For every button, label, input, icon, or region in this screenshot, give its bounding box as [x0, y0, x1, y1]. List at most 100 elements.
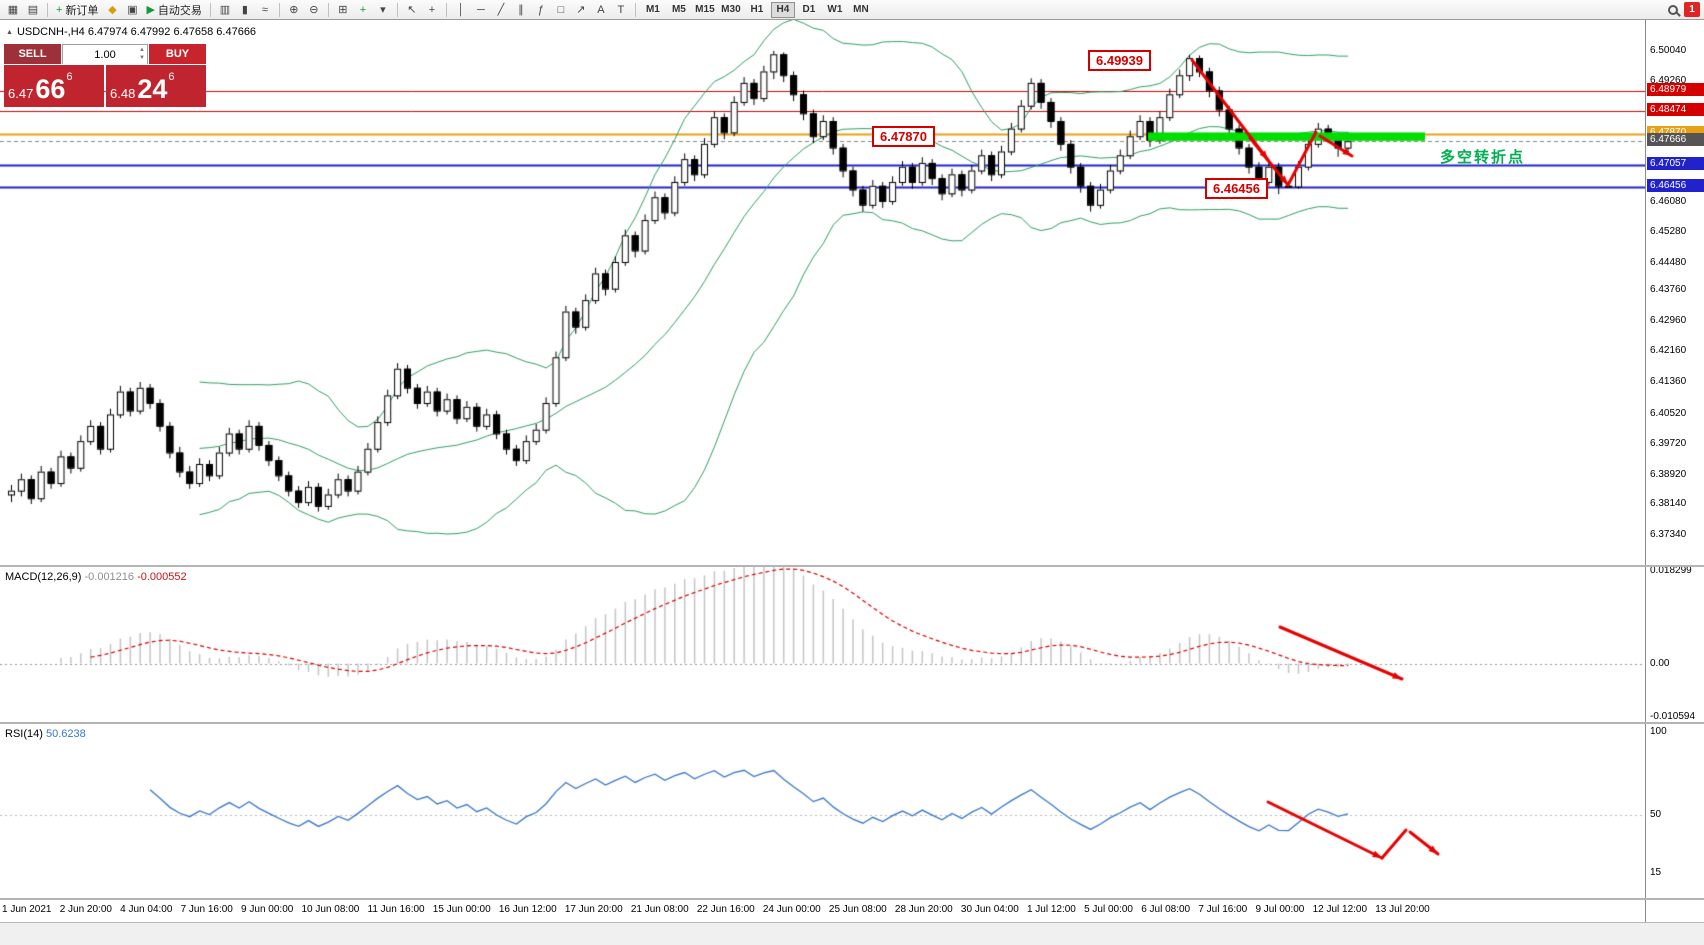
price-tag: 6.47057	[1647, 156, 1704, 170]
horizontal-line-tool-icon[interactable]: ─	[477, 3, 485, 16]
time-label: 13 Jul 20:00	[1375, 904, 1430, 915]
fibonacci-tool-icon[interactable]: ƒ	[537, 3, 544, 16]
price-tag: 6.46456	[1647, 179, 1704, 193]
time-label: 28 Jun 20:00	[894, 904, 953, 915]
time-label: 22 Jun 16:00	[696, 904, 755, 915]
autotrading-label: 自动交易	[157, 4, 202, 17]
tf-m1[interactable]: M1	[645, 4, 660, 15]
shapes-tool-icon[interactable]: □	[557, 3, 565, 16]
price-chart-canvas[interactable]	[0, 20, 1645, 565]
toolbar-separator	[396, 2, 398, 17]
time-label: 24 Jun 00:00	[762, 904, 821, 915]
toolbar-separator	[634, 2, 636, 17]
pane-separator[interactable]	[0, 722, 1704, 724]
cursor-icon[interactable]: ↖	[407, 4, 417, 16]
annotation-mid-price[interactable]: 6.47870	[872, 126, 935, 147]
price-axis[interactable]: 6.50040 6.49260 6.46080 6.45280 6.44480 6.437…	[1645, 20, 1704, 922]
sell-price-sup: 6	[66, 71, 73, 83]
volume-input[interactable]	[63, 46, 147, 64]
pane-separator[interactable]	[0, 565, 1704, 567]
tf-d1[interactable]: D1	[802, 4, 816, 15]
time-label: 7 Jun 16:00	[180, 904, 233, 915]
new-chart-icon[interactable]: ▦	[7, 4, 19, 16]
time-label: 4 Jun 04:00	[120, 904, 173, 915]
price-axis-label: 6.41360	[1650, 375, 1687, 387]
price-axis-label: 6.38140	[1650, 498, 1687, 510]
new-order-button[interactable]: + 新订单	[53, 1, 101, 18]
label-tool-icon[interactable]: T	[617, 3, 625, 16]
toolbar-separator	[209, 2, 211, 17]
line-chart-icon[interactable]: ≈	[261, 3, 268, 16]
tf-m5[interactable]: M5	[671, 4, 686, 15]
autotrading-button[interactable]: ▶ 自动交易	[143, 1, 204, 18]
bar-chart-icon[interactable]: ▥	[219, 4, 231, 16]
rsi-value: 50.6238	[45, 728, 86, 740]
tf-w1[interactable]: W1	[827, 4, 843, 15]
time-label: 16 Jun 12:00	[498, 904, 557, 915]
tf-m30[interactable]: M30	[721, 4, 741, 15]
new-order-icon: +	[56, 3, 63, 16]
price-tag: 6.47666	[1647, 133, 1704, 147]
tf-h1[interactable]: H1	[750, 4, 764, 15]
price-axis-label: 6.45280	[1650, 226, 1687, 238]
autotrading-icon: ▶	[146, 4, 155, 16]
collapse-one-click-icon[interactable]: ▲	[6, 28, 13, 36]
metaeditor-icon[interactable]: ◆	[108, 4, 117, 16]
time-label: 17 Jun 20:00	[564, 904, 623, 915]
time-label: 10 Jun 08:00	[301, 904, 360, 915]
chart-area: 6.50040 6.49260 6.46080 6.45280 6.44480 6.437…	[0, 20, 1704, 945]
time-label: 12 Jul 12:00	[1312, 904, 1368, 915]
price-tag: 6.48979	[1647, 83, 1704, 97]
new-order-label: 新订单	[65, 4, 99, 17]
time-label: 30 Jun 04:00	[960, 904, 1019, 915]
price-axis-label: 6.42960	[1650, 314, 1687, 326]
channel-tool-icon[interactable]: ∥	[518, 4, 524, 16]
text-tool-icon[interactable]: A	[597, 3, 605, 16]
buy-price-box[interactable]: 6.48 24 6	[106, 65, 206, 107]
rsi-chart-canvas[interactable]	[0, 724, 1645, 898]
tf-m15[interactable]: M15	[695, 4, 715, 15]
volume-stepper[interactable]: ▲ ▼	[62, 44, 148, 64]
notification-badge[interactable]: 1	[1684, 2, 1700, 17]
sell-price-box[interactable]: 6.47 66 6	[4, 65, 104, 107]
pane-separator[interactable]	[0, 898, 1704, 900]
symbol-ohlc-text: USDCNH-,H4 6.47974 6.47992 6.47658 6.476…	[16, 26, 257, 38]
macd-title: MACD(12,26,9) -0.001216 -0.000552	[5, 571, 187, 583]
periods-dropdown-icon[interactable]: ▾	[380, 4, 386, 16]
annotation-peak-price[interactable]: 6.49939	[1088, 50, 1151, 71]
volume-up-icon[interactable]: ▲	[139, 47, 145, 53]
macd-name: MACD(12,26,9)	[5, 571, 82, 583]
zoom-in-icon[interactable]: ⊕	[289, 4, 299, 16]
arrows-tool-icon[interactable]: ↗	[576, 4, 586, 16]
terminal-icon[interactable]: ▣	[127, 4, 138, 16]
toolbar-separator	[278, 2, 280, 17]
time-axis[interactable]: 1 Jun 2021 2 Jun 20:00 4 Jun 04:00 7 Jun…	[0, 900, 1645, 922]
search-icon[interactable]	[1668, 4, 1678, 15]
zoom-out-icon[interactable]: ⊖	[309, 4, 319, 16]
tf-h4[interactable]: H4	[770, 1, 795, 18]
profiles-icon[interactable]: ▤	[27, 4, 39, 16]
crosshair-icon[interactable]: +	[428, 3, 436, 16]
rsi-axis-label: 15	[1650, 867, 1662, 879]
sell-button[interactable]: SELL	[4, 44, 61, 64]
price-tag: 6.48474	[1647, 102, 1704, 116]
tf-mn[interactable]: MN	[853, 4, 869, 15]
annotation-turning-point-text[interactable]: 多空转折点	[1440, 149, 1526, 166]
macd-chart-canvas[interactable]	[0, 567, 1645, 722]
candlestick-chart-icon[interactable]: ▮	[241, 4, 248, 16]
time-label: 1 Jul 12:00	[1026, 904, 1076, 915]
price-axis-label: 6.43760	[1650, 284, 1687, 296]
price-axis-label: 6.39720	[1650, 438, 1687, 450]
volume-down-icon[interactable]: ▼	[139, 55, 145, 61]
indicators-icon[interactable]: +	[359, 3, 367, 16]
tile-windows-icon[interactable]: ⊞	[338, 4, 348, 16]
annotation-low-price[interactable]: 6.46456	[1205, 178, 1268, 199]
window-bottom-strip	[0, 922, 1704, 945]
buy-button[interactable]: BUY	[149, 44, 206, 64]
time-label: 11 Jun 16:00	[367, 904, 425, 915]
time-label: 15 Jun 00:00	[432, 904, 491, 915]
trendline-tool-icon[interactable]: ╱	[497, 4, 505, 16]
vertical-line-tool-icon[interactable]: │	[457, 3, 465, 16]
buy-price-sup: 6	[168, 71, 175, 83]
